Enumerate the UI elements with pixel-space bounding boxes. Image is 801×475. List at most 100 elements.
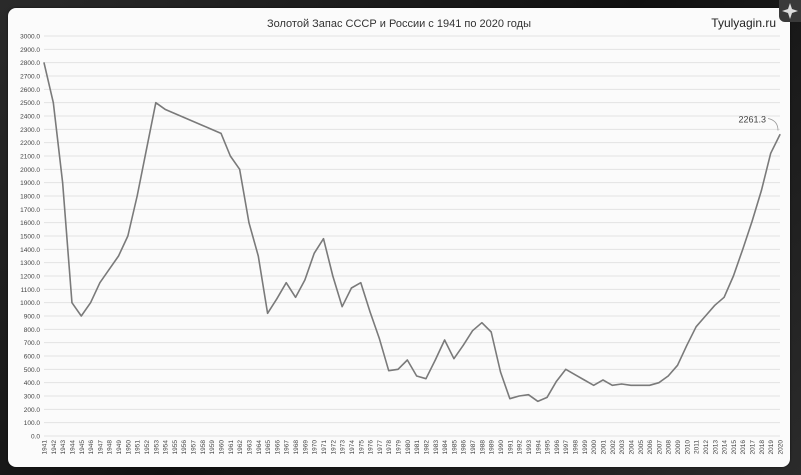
data-point bbox=[71, 302, 73, 304]
data-point bbox=[304, 279, 306, 281]
x-tick-label: 1977 bbox=[377, 440, 384, 455]
x-tick-label: 2002 bbox=[610, 440, 617, 455]
data-point bbox=[276, 298, 278, 300]
data-point bbox=[527, 394, 530, 396]
x-tick-label: 2020 bbox=[778, 440, 785, 455]
x-tick-label: 1986 bbox=[461, 440, 468, 455]
data-point bbox=[192, 120, 194, 122]
line-chart: 0.0 100.0 200.0 300.0 400.0 500.0 600.0 700.0 80… bbox=[20, 34, 785, 455]
x-tick-label: 1976 bbox=[368, 440, 375, 455]
x-tick-label: 1963 bbox=[246, 440, 253, 455]
x-tick-label: 1974 bbox=[349, 440, 356, 455]
data-point bbox=[211, 128, 213, 130]
corner-logo-icon bbox=[779, 0, 801, 22]
y-tick-label: 800.0 bbox=[24, 327, 41, 334]
data-point bbox=[481, 322, 483, 324]
data-point bbox=[686, 344, 688, 346]
data-point bbox=[173, 112, 176, 114]
data-point bbox=[117, 255, 120, 257]
data-point bbox=[332, 275, 334, 277]
x-tick-label: 1975 bbox=[358, 440, 365, 455]
x-tick-label: 1950 bbox=[125, 440, 132, 455]
data-point bbox=[732, 275, 735, 277]
data-point bbox=[313, 252, 315, 254]
x-tick-label: 1954 bbox=[163, 440, 170, 455]
x-tick-label: 2019 bbox=[768, 440, 775, 455]
y-tick-label: 2800.0 bbox=[20, 60, 40, 67]
y-tick-label: 700.0 bbox=[24, 340, 41, 347]
y-tick-label: 2400.0 bbox=[20, 114, 40, 121]
x-tick-label: 1997 bbox=[563, 440, 570, 455]
data-point bbox=[294, 296, 297, 298]
data-point bbox=[499, 371, 502, 373]
data-point bbox=[621, 383, 623, 385]
x-tick-label: 1968 bbox=[293, 440, 300, 455]
data-point bbox=[490, 331, 492, 333]
data-point bbox=[229, 155, 231, 157]
data-point bbox=[714, 304, 716, 306]
x-tick-label: 1981 bbox=[414, 440, 421, 455]
y-tick-label: 2600.0 bbox=[20, 87, 40, 94]
data-point bbox=[471, 330, 474, 332]
series-line bbox=[43, 62, 781, 403]
x-tick-label: 1988 bbox=[479, 440, 486, 455]
x-tick-label: 2001 bbox=[600, 440, 607, 455]
y-tick-label: 2700.0 bbox=[20, 74, 40, 81]
data-point bbox=[444, 339, 446, 341]
x-tick-label: 1966 bbox=[274, 440, 281, 455]
y-tick-label: 500.0 bbox=[24, 367, 41, 374]
y-tick-label: 1200.0 bbox=[20, 274, 40, 281]
y-tick-label: 1000.0 bbox=[20, 300, 40, 307]
x-tick-label: 1941 bbox=[42, 440, 49, 455]
x-tick-label: 2006 bbox=[647, 440, 654, 455]
data-point bbox=[425, 378, 427, 380]
data-point bbox=[555, 380, 558, 382]
x-tick-label: 1978 bbox=[386, 440, 393, 455]
data-point bbox=[611, 384, 613, 386]
data-point bbox=[704, 315, 707, 317]
data-point bbox=[43, 62, 45, 64]
data-point bbox=[406, 359, 408, 361]
y-tick-label: 1600.0 bbox=[20, 220, 40, 227]
data-point bbox=[257, 255, 259, 257]
data-point bbox=[658, 382, 660, 384]
x-tick-label: 1959 bbox=[209, 440, 216, 455]
data-point bbox=[136, 195, 138, 197]
data-point bbox=[574, 374, 576, 376]
data-point bbox=[648, 384, 651, 386]
x-tick-label: 1964 bbox=[256, 440, 263, 455]
y-tick-label: 1800.0 bbox=[20, 194, 40, 201]
data-point bbox=[462, 344, 464, 346]
x-tick-label: 1960 bbox=[219, 440, 226, 455]
x-tick-label: 1948 bbox=[107, 440, 114, 455]
data-point bbox=[630, 384, 632, 386]
x-tick-label: 2014 bbox=[722, 440, 729, 455]
data-point bbox=[89, 302, 92, 304]
x-tick-label: 1992 bbox=[517, 440, 524, 455]
x-tick-label: 2005 bbox=[638, 440, 645, 455]
data-point bbox=[52, 102, 54, 104]
data-point bbox=[760, 190, 762, 192]
y-tick-label: 0.0 bbox=[31, 434, 40, 441]
x-tick-label: 1953 bbox=[153, 440, 160, 455]
y-tick-label: 1900.0 bbox=[20, 180, 40, 187]
x-tick-label: 1944 bbox=[69, 440, 76, 455]
data-point bbox=[322, 238, 325, 240]
x-tick-label: 1946 bbox=[88, 440, 95, 455]
data-point bbox=[369, 311, 371, 313]
data-point bbox=[779, 133, 781, 136]
data-point bbox=[99, 282, 101, 284]
y-tick-label: 1500.0 bbox=[20, 234, 40, 241]
x-tick-label: 1994 bbox=[535, 440, 542, 455]
x-tick-label: 1995 bbox=[545, 440, 552, 455]
data-point bbox=[378, 338, 380, 340]
data-point bbox=[546, 396, 548, 398]
data-point bbox=[593, 384, 595, 386]
x-tick-label: 1991 bbox=[507, 440, 514, 455]
x-tick-label: 2018 bbox=[759, 440, 766, 455]
x-tick-label: 2009 bbox=[675, 440, 682, 455]
x-tick-label: 2010 bbox=[684, 440, 691, 455]
x-tick-label: 1949 bbox=[116, 440, 123, 455]
x-tick-label: 1970 bbox=[312, 440, 319, 455]
